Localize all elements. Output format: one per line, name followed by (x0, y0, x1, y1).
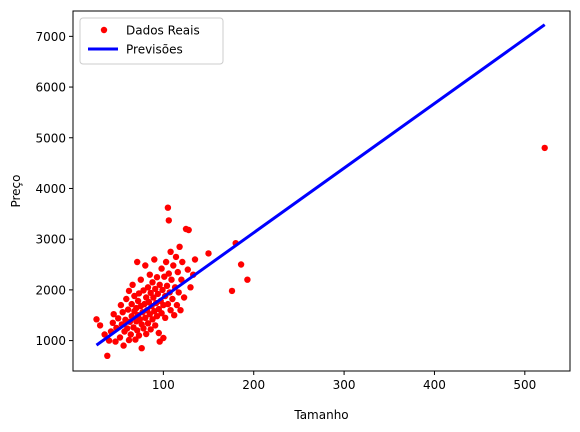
data-point (125, 306, 131, 312)
data-point (145, 284, 151, 290)
legend-marker-dados-reais (101, 27, 107, 33)
data-point (173, 254, 179, 260)
data-point (140, 325, 146, 331)
data-point (542, 145, 548, 151)
data-point (154, 274, 160, 280)
data-point (138, 277, 144, 283)
y-tick-label: 3000 (35, 233, 66, 247)
y-tick-label: 5000 (35, 131, 66, 145)
data-point (192, 256, 198, 262)
y-tick-label: 6000 (35, 81, 66, 95)
data-point (179, 259, 185, 265)
y-tick-label: 1000 (35, 334, 66, 348)
data-point (169, 296, 175, 302)
x-tick-label: 300 (333, 378, 356, 392)
data-point (186, 227, 192, 233)
x-axis-label: Tamanho (293, 408, 348, 422)
data-point (160, 335, 166, 341)
data-point (167, 249, 173, 255)
data-point (147, 272, 153, 278)
data-point (104, 353, 110, 359)
data-point (165, 205, 171, 211)
x-tick-label: 200 (242, 378, 265, 392)
data-point (143, 331, 149, 337)
data-point (166, 217, 172, 223)
data-point (229, 288, 235, 294)
data-point (115, 315, 121, 321)
data-point (205, 250, 211, 256)
data-point (163, 259, 169, 265)
data-point (123, 296, 129, 302)
data-point (126, 337, 132, 343)
data-point (120, 342, 126, 348)
legend-label-dados-reais: Dados Reais (126, 24, 200, 38)
data-point (158, 265, 164, 271)
data-point (175, 269, 181, 275)
data-point (176, 289, 182, 295)
data-point (142, 262, 148, 268)
y-tick-label: 7000 (35, 30, 66, 44)
data-point (238, 261, 244, 267)
data-point (176, 244, 182, 250)
data-point (156, 330, 162, 336)
y-tick-label: 4000 (35, 182, 66, 196)
data-point (164, 283, 170, 289)
data-point (162, 315, 168, 321)
data-point (129, 282, 135, 288)
data-point (152, 322, 158, 328)
data-point (149, 279, 155, 285)
data-point (117, 334, 123, 340)
data-point (118, 302, 124, 308)
data-point (97, 322, 103, 328)
data-point (181, 294, 187, 300)
x-tick-label: 400 (423, 378, 446, 392)
data-point (93, 316, 99, 322)
data-point (136, 332, 142, 338)
data-point (126, 288, 132, 294)
data-point (185, 266, 191, 272)
data-point (134, 259, 140, 265)
data-point (166, 270, 172, 276)
legend-label-previsoes: Previsões (126, 43, 183, 57)
data-point (151, 256, 157, 262)
y-tick-label: 2000 (35, 283, 66, 297)
data-point (165, 301, 171, 307)
x-tick-label: 500 (513, 378, 536, 392)
legend: Dados Reais Previsões (80, 18, 223, 64)
x-tick-label: 100 (152, 378, 175, 392)
y-axis-label: Preço (9, 174, 23, 207)
data-point (171, 312, 177, 318)
data-point (168, 277, 174, 283)
data-point (177, 307, 183, 313)
data-point (128, 331, 134, 337)
data-point (139, 345, 145, 351)
data-point (187, 284, 193, 290)
data-point (244, 277, 250, 283)
data-point (170, 262, 176, 268)
